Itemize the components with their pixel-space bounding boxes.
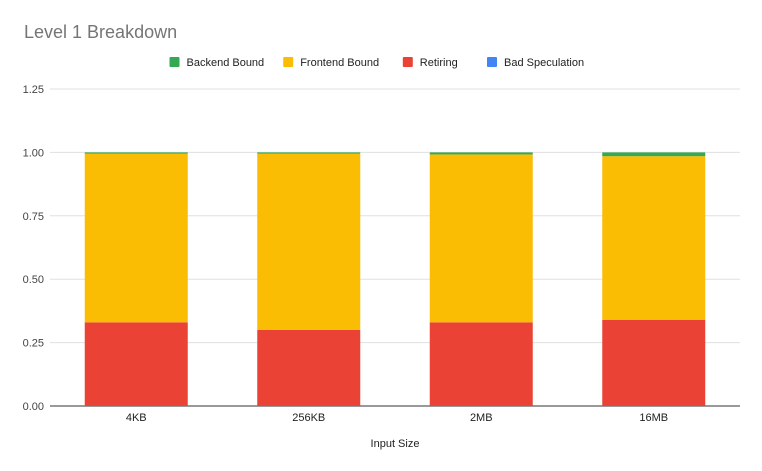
legend-swatch	[487, 57, 497, 67]
legend-swatch	[283, 57, 294, 67]
bar-segment-backend-bound	[429, 152, 533, 155]
bar-segment-backend-bound	[84, 152, 188, 154]
legend-swatch	[169, 57, 180, 67]
x-tick-label: 256KB	[292, 412, 325, 424]
bar-segment-retiring	[257, 329, 361, 406]
legend-label: Bad Speculation	[504, 57, 584, 69]
bar-segment-frontend-bound	[84, 153, 188, 323]
bar-segment-retiring	[429, 322, 533, 406]
bar-segment-frontend-bound	[257, 153, 361, 330]
x-axis-ticks: 4KB 256KB 2MB 16MB	[126, 412, 668, 424]
y-tick-label: 0.25	[23, 338, 44, 350]
bar-segment-retiring	[602, 319, 706, 406]
chart-title: Level 1 Breakdown	[24, 22, 177, 42]
legend-label: Backend Bound	[187, 57, 265, 69]
y-tick-label: 0.75	[23, 211, 44, 223]
y-tick-label: 1.25	[23, 84, 44, 96]
legend-label: Frontend Bound	[300, 57, 379, 69]
legend-swatch	[402, 57, 413, 67]
bar-segment-backend-bound	[257, 152, 361, 154]
y-tick-label: 0.50	[23, 274, 44, 286]
legend-label: Retiring	[420, 57, 458, 69]
x-tick-label: 16MB	[639, 412, 668, 424]
bar-segment-frontend-bound	[429, 154, 533, 323]
x-axis-label: Input Size	[371, 438, 420, 450]
x-tick-label: 4KB	[126, 412, 147, 424]
y-tick-label: 1.00	[23, 147, 44, 159]
bar-segment-backend-bound	[602, 152, 706, 157]
y-axis-ticks: 0.00 0.25 0.50 0.75 1.00 1.25	[23, 84, 44, 413]
bar-segment-frontend-bound	[602, 156, 706, 320]
bars	[84, 152, 706, 406]
x-tick-label: 2MB	[470, 412, 493, 424]
y-tick-label: 0.00	[23, 401, 44, 413]
legend: Backend Bound Frontend Bound Retiring Bad S…	[169, 57, 584, 69]
bar-segment-retiring	[84, 322, 188, 406]
